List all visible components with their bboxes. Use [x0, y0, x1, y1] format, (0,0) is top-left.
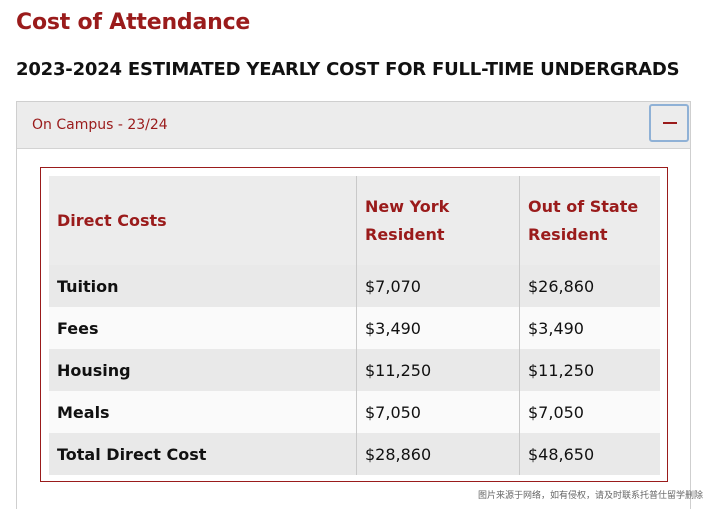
- watermark-text: 图片来源于网络，如有侵权，请及时联系托普仕留学删除: [477, 491, 703, 501]
- accordion-header[interactable]: On Campus - 23/24: [17, 102, 690, 149]
- minus-icon: [663, 122, 677, 124]
- header-direct-costs: Direct Costs: [57, 210, 167, 230]
- oos-value: $11,250: [519, 349, 660, 391]
- cost-table: Direct Costs New York Resident Out of St…: [49, 176, 660, 475]
- row-label: Total Direct Cost: [57, 444, 207, 464]
- page-subtitle: 2023-2024 ESTIMATED YEARLY COST FOR FULL…: [16, 59, 680, 80]
- row-label: Housing: [57, 360, 131, 380]
- row-label: Meals: [57, 402, 110, 422]
- table-row: Total Direct Cost $28,860 $48,650: [49, 433, 660, 475]
- oos-value: $26,860: [519, 265, 660, 307]
- ny-value: $7,070: [356, 265, 520, 307]
- oos-value: $3,490: [519, 307, 660, 349]
- ny-value: $11,250: [356, 349, 520, 391]
- row-label: Fees: [57, 318, 99, 338]
- ny-value: $7,050: [356, 391, 520, 433]
- header-new-york-resident: New York Resident: [356, 176, 520, 265]
- cost-accordion: On Campus - 23/24 Direct Costs New York …: [16, 101, 691, 509]
- table-row: Meals $7,050 $7,050: [49, 391, 660, 433]
- table-row: Fees $3,490 $3,490: [49, 307, 660, 349]
- ny-value: $28,860: [356, 433, 520, 475]
- table-header-row: Direct Costs New York Resident Out of St…: [49, 176, 660, 265]
- cost-table-frame: Direct Costs New York Resident Out of St…: [40, 167, 668, 482]
- oos-value: $7,050: [519, 391, 660, 433]
- ny-value: $3,490: [356, 307, 520, 349]
- table-row: Tuition $7,070 $26,860: [49, 265, 660, 307]
- page-title: Cost of Attendance: [16, 10, 251, 35]
- row-label: Tuition: [57, 276, 119, 296]
- collapse-button[interactable]: [649, 104, 689, 142]
- accordion-title[interactable]: On Campus - 23/24: [32, 117, 168, 133]
- header-out-of-state-resident: Out of State Resident: [519, 176, 660, 265]
- oos-value: $48,650: [519, 433, 660, 475]
- table-row: Housing $11,250 $11,250: [49, 349, 660, 391]
